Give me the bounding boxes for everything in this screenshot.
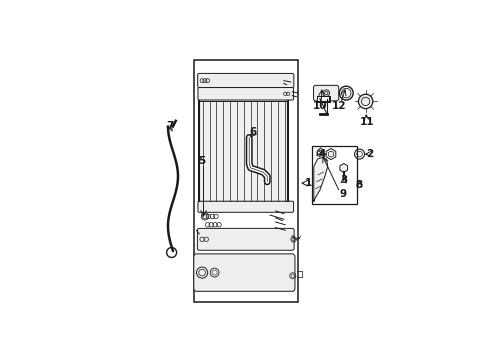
Text: 8: 8 <box>354 180 362 190</box>
Text: 1: 1 <box>305 178 312 188</box>
Circle shape <box>210 268 219 277</box>
Bar <box>311 146 357 204</box>
Text: 10: 10 <box>312 100 326 111</box>
Text: 7: 7 <box>166 121 174 131</box>
FancyBboxPatch shape <box>198 87 293 100</box>
FancyBboxPatch shape <box>197 228 293 250</box>
Text: 11: 11 <box>359 117 373 127</box>
FancyBboxPatch shape <box>197 73 293 88</box>
Text: 12: 12 <box>331 100 346 111</box>
Text: 4: 4 <box>318 149 325 159</box>
FancyBboxPatch shape <box>313 85 338 101</box>
Text: 6: 6 <box>249 127 257 137</box>
Text: 3: 3 <box>340 175 346 185</box>
Circle shape <box>358 94 372 109</box>
Circle shape <box>322 90 329 96</box>
Bar <box>199 102 287 201</box>
Text: 5: 5 <box>198 156 205 166</box>
Text: 9: 9 <box>338 189 346 199</box>
Circle shape <box>196 267 207 278</box>
FancyBboxPatch shape <box>193 254 294 291</box>
Text: 2: 2 <box>366 149 373 159</box>
FancyBboxPatch shape <box>198 201 293 212</box>
Bar <box>193 60 297 302</box>
Polygon shape <box>313 157 327 201</box>
